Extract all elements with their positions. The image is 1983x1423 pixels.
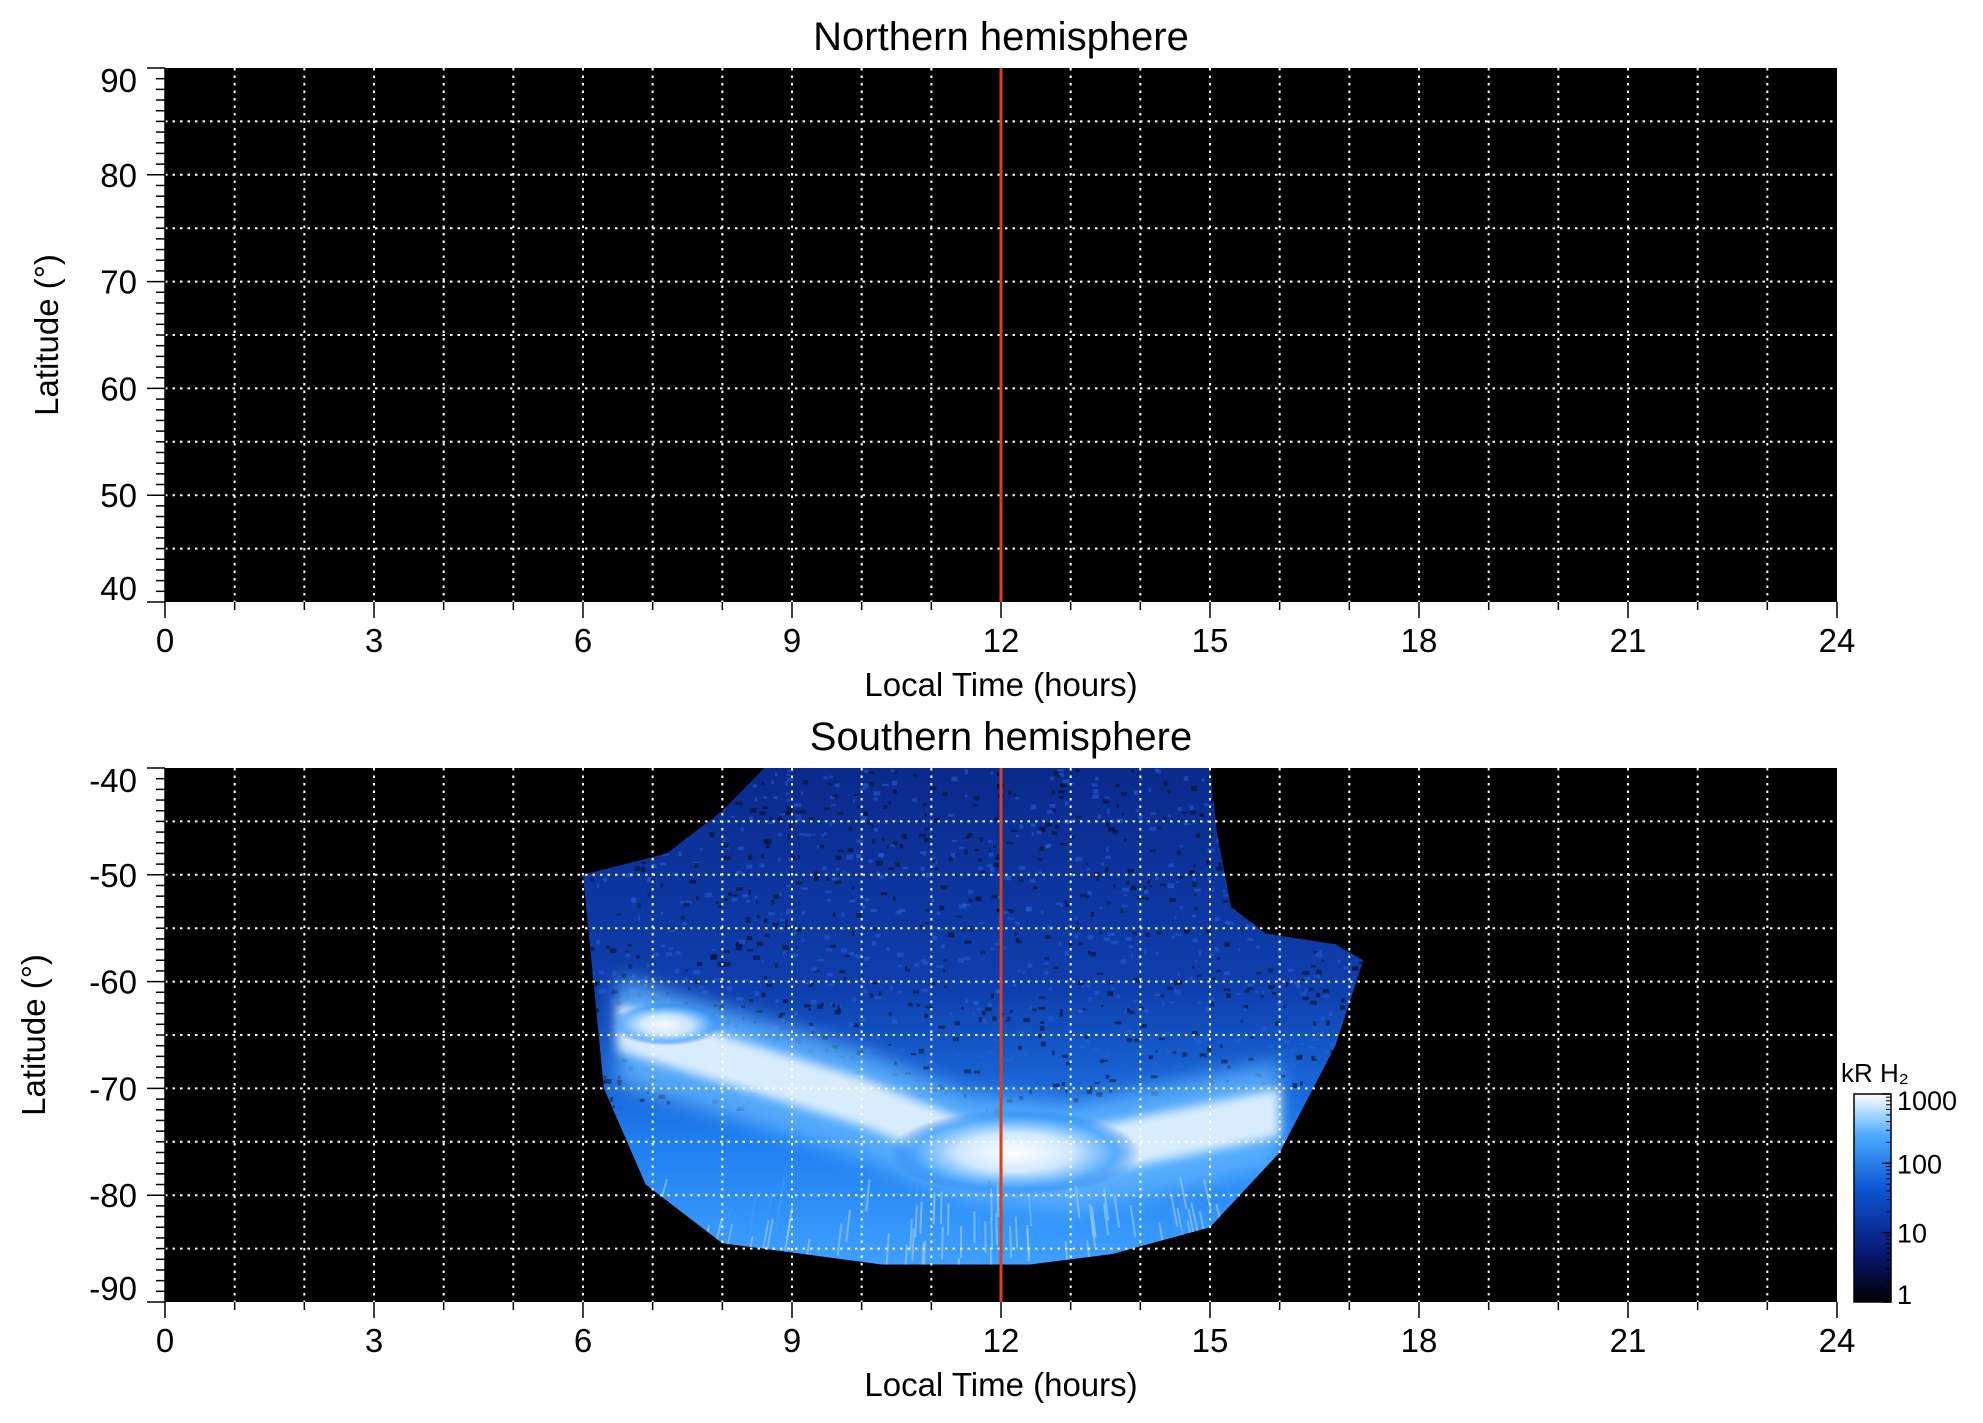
x-tick-label: 3 xyxy=(365,1322,383,1359)
colorbar-tick-label: 1000 xyxy=(1897,1086,1957,1116)
y-axis-label: Latitude (°) xyxy=(28,254,65,416)
y-tick-label: -50 xyxy=(89,857,137,894)
colorbar-unit-label: kR H₂ xyxy=(1841,1058,1909,1088)
x-tick-label: 21 xyxy=(1610,622,1647,659)
y-tick-label: -60 xyxy=(89,964,137,1001)
y-tick-label: -40 xyxy=(89,762,137,799)
emission-noise xyxy=(583,768,1364,1115)
y-tick-label: 90 xyxy=(100,62,137,99)
x-tick-label: 9 xyxy=(783,1322,801,1359)
emission-layer xyxy=(583,768,1364,1265)
grid-lines xyxy=(165,768,1837,1302)
y-tick-label: -80 xyxy=(89,1177,137,1214)
x-tick-label: 18 xyxy=(1401,622,1438,659)
auroral-emission xyxy=(583,768,1364,1265)
aurora-peak xyxy=(889,1109,1141,1196)
y-tick-label: 70 xyxy=(100,264,137,301)
panel-title: Northern hemisphere xyxy=(813,15,1189,59)
colorbar-tick-label: 1 xyxy=(1897,1280,1912,1310)
x-tick-label: 0 xyxy=(156,1322,174,1359)
panel-title: Southern hemisphere xyxy=(810,715,1192,759)
y-axis-label: Latitude (°) xyxy=(15,954,52,1116)
x-tick-label: 6 xyxy=(574,622,592,659)
axis-ticks: 0 3 6 9 12 15 18 21 24 40 50 60 70 80 90 xyxy=(100,62,1855,659)
y-tick-label: -90 xyxy=(89,1270,137,1307)
colorbar: kR H₂ 1 10 100 1000 xyxy=(1841,1058,1957,1310)
y-tick-label: -70 xyxy=(89,1070,137,1107)
colorbar-ticks: 1 10 100 1000 xyxy=(1882,1086,1957,1310)
x-tick-label: 24 xyxy=(1819,622,1856,659)
x-tick-label: 0 xyxy=(156,622,174,659)
x-tick-label: 15 xyxy=(1192,1322,1229,1359)
x-tick-label: 15 xyxy=(1192,622,1229,659)
x-tick-label: 9 xyxy=(783,622,801,659)
x-tick-label: 12 xyxy=(983,1322,1020,1359)
x-tick-label: 21 xyxy=(1610,1322,1647,1359)
colorbar-tick-label: 100 xyxy=(1897,1149,1942,1179)
x-tick-label: 24 xyxy=(1819,1322,1856,1359)
colorbar-gradient xyxy=(1853,1093,1892,1303)
y-tick-label: 80 xyxy=(100,157,137,194)
y-tick-label: 40 xyxy=(100,570,137,607)
grid-lines xyxy=(165,68,1837,602)
x-tick-label: 6 xyxy=(574,1322,592,1359)
x-axis-label: Local Time (hours) xyxy=(864,1366,1137,1403)
axis-ticks: 0 3 6 9 12 15 18 21 24 -40 -50 -60 -70 -80 -90 xyxy=(89,762,1855,1359)
x-tick-label: 3 xyxy=(365,622,383,659)
x-axis-label: Local Time (hours) xyxy=(864,666,1137,703)
dawn-arc xyxy=(610,1002,723,1046)
southern-hemisphere-panel: Southern hemisphere 0 3 6 9 12 15 18 21 24 -40 -50… xyxy=(15,715,1855,1403)
y-tick-label: 60 xyxy=(100,370,137,407)
northern-hemisphere-panel: Northern hemisphere 0 3 6 9 12 15 18 21 24 40 50 60… xyxy=(28,15,1855,703)
colorbar-tick-label: 10 xyxy=(1897,1219,1927,1249)
y-tick-label: 50 xyxy=(100,477,137,514)
x-tick-label: 18 xyxy=(1401,1322,1438,1359)
x-tick-label: 12 xyxy=(983,622,1020,659)
